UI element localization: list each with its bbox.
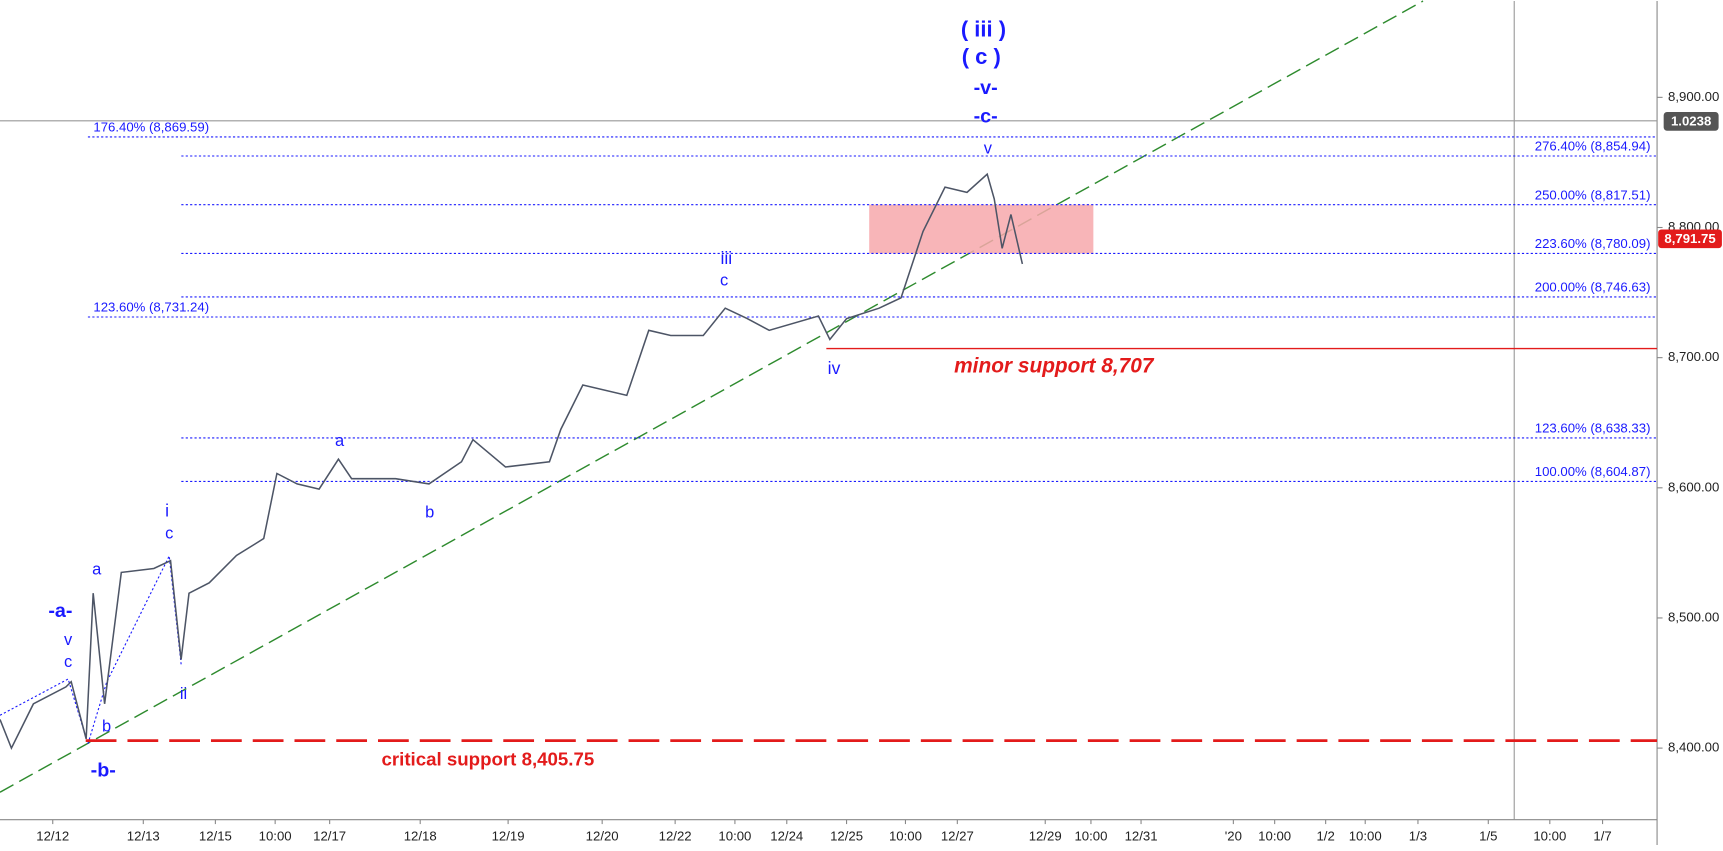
x-tick-label: 12/31 [1125,829,1158,844]
fib-label: 100.00% (8,604.87) [1535,464,1651,479]
fib-label: 223.60% (8,780.09) [1535,236,1651,251]
crosshair-label: 1.0238 [1671,113,1711,128]
y-tick-label: 8,900.00 [1668,89,1719,104]
x-tick-label: 10:00 [1074,829,1107,844]
crosshair-tag [1663,112,1719,131]
wave-label: a [335,432,345,450]
support-label: critical support 8,405.75 [382,748,595,769]
x-tick-label: 12/29 [1029,829,1062,844]
y-tick-label: 8,600.00 [1668,479,1719,494]
x-tick-label: 12/15 [199,829,232,844]
wave-label: b [102,718,111,736]
wave-label: iii [720,248,732,268]
x-tick-label: 12/24 [770,829,803,844]
fib-label: 176.40% (8,869.59) [93,120,209,135]
fib-label: 123.60% (8,731.24) [93,300,209,315]
support-label: minor support 8,707 [954,355,1155,378]
wave-label: -v- [974,77,998,99]
x-tick-label: 10:00 [889,829,922,844]
wave-label: a [92,561,102,579]
wave-label: v [64,631,73,649]
target-zone [869,204,1094,254]
wave-label: c [64,653,72,671]
x-tick-label: 10:00 [1349,829,1382,844]
y-tick-label: 8,500.00 [1668,609,1719,624]
x-tick-label: 12/13 [127,829,160,844]
last-price-label: 8,791.75 [1664,231,1715,246]
x-tick-label: 12/22 [659,829,692,844]
x-tick-label: 12/17 [313,829,346,844]
x-tick-label: 12/27 [941,829,974,844]
x-tick-label: 10:00 [259,829,292,844]
x-tick-label: 10:00 [718,829,751,844]
wave-label: v [984,140,993,158]
wave-label: -a- [48,600,72,622]
wave-label: ( iii ) [961,17,1006,42]
wave-label: c [720,272,728,290]
x-tick-label: 1/7 [1593,829,1611,844]
wave-label: c [165,524,173,542]
fib-label: 250.00% (8,817.51) [1535,187,1651,202]
wave-label: -b- [91,760,116,782]
x-tick-label: '20 [1225,829,1242,844]
x-tick-label: 1/2 [1316,829,1334,844]
price-line [0,172,1024,750]
x-tick-label: 1/5 [1479,829,1497,844]
trend-line [0,0,1424,793]
wave-label: b [425,503,434,521]
x-tick-label: 10:00 [1533,829,1566,844]
wave-label: i [165,501,169,521]
x-tick-label: 12/18 [404,829,437,844]
x-tick-label: 12/20 [586,829,619,844]
x-tick-label: 12/25 [830,829,863,844]
x-tick-label: 10:00 [1258,829,1291,844]
x-tick-label: 1/3 [1409,829,1427,844]
wave-label: -c- [974,106,998,128]
fib-label: 200.00% (8,746.63) [1535,280,1651,295]
fib-label: 276.40% (8,854.94) [1535,139,1651,154]
wave-label: ii [180,685,187,703]
y-tick-label: 8,400.00 [1668,740,1719,755]
last-price-tag [1658,229,1722,249]
wave-label: ( c ) [962,44,1001,69]
wave-label: iv [828,358,841,378]
y-tick-label: 8,700.00 [1668,349,1719,364]
x-tick-label: 12/12 [36,829,69,844]
wave-guide [0,554,182,746]
fib-label: 123.60% (8,638.33) [1535,421,1651,436]
x-tick-label: 12/19 [492,829,525,844]
